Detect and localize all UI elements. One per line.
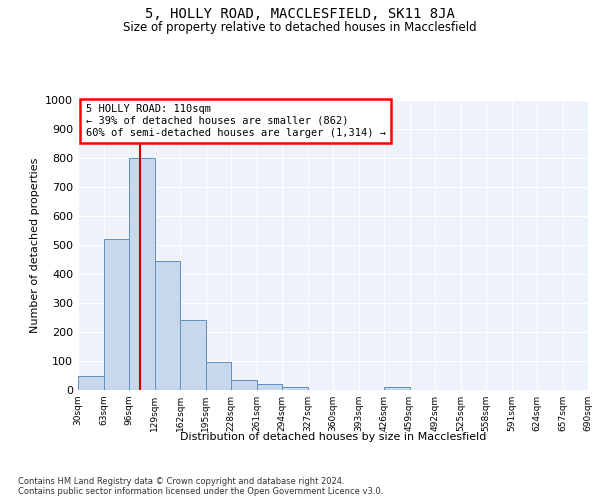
- Bar: [282, 387, 308, 390]
- Bar: [384, 387, 409, 390]
- Y-axis label: Number of detached properties: Number of detached properties: [29, 158, 40, 332]
- Text: Contains public sector information licensed under the Open Government Licence v3: Contains public sector information licen…: [18, 488, 383, 496]
- Text: 5, HOLLY ROAD, MACCLESFIELD, SK11 8JA: 5, HOLLY ROAD, MACCLESFIELD, SK11 8JA: [145, 8, 455, 22]
- Text: Distribution of detached houses by size in Macclesfield: Distribution of detached houses by size …: [180, 432, 486, 442]
- Bar: [78, 376, 104, 390]
- Bar: [180, 320, 205, 390]
- Bar: [155, 261, 180, 390]
- Bar: [104, 239, 129, 390]
- Bar: [257, 384, 282, 390]
- Bar: [205, 362, 231, 390]
- Bar: [129, 158, 155, 390]
- Bar: [231, 380, 257, 390]
- Text: Contains HM Land Registry data © Crown copyright and database right 2024.: Contains HM Land Registry data © Crown c…: [18, 478, 344, 486]
- Text: 5 HOLLY ROAD: 110sqm
← 39% of detached houses are smaller (862)
60% of semi-deta: 5 HOLLY ROAD: 110sqm ← 39% of detached h…: [86, 104, 386, 138]
- Text: Size of property relative to detached houses in Macclesfield: Size of property relative to detached ho…: [123, 21, 477, 34]
